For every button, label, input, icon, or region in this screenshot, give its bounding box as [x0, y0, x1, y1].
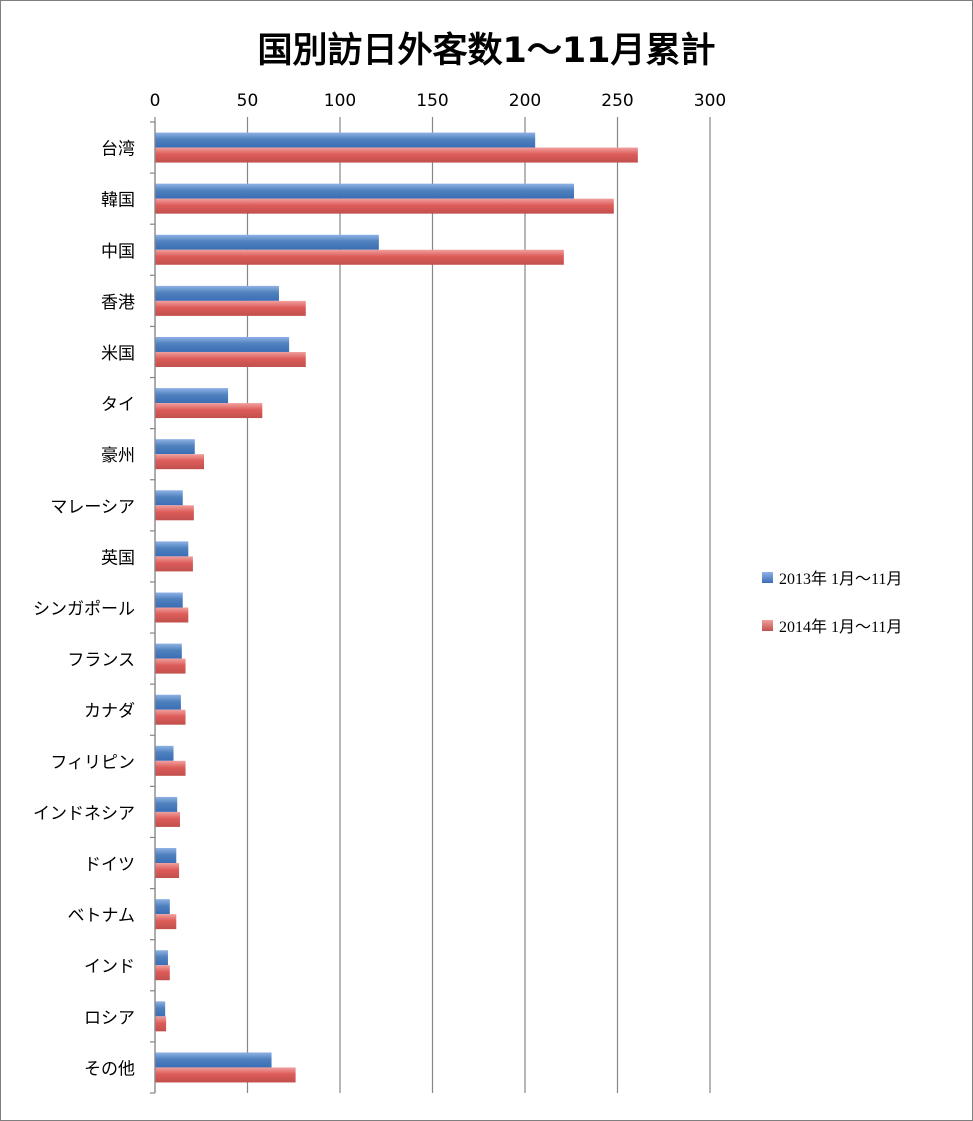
- legend: 2013年 1月～11月 2014年 1月～11月: [762, 564, 902, 660]
- bar-2013-10: [155, 643, 182, 659]
- category-label: フランス: [67, 651, 135, 671]
- bar-2013-2: [155, 234, 379, 250]
- x-tick-label-100: 100: [324, 91, 356, 111]
- bar-2014-5: [155, 403, 263, 419]
- bar-2013-11: [155, 694, 181, 710]
- bar-2013-8: [155, 541, 189, 557]
- bar-2014-14: [155, 863, 180, 879]
- bar-2014-16: [155, 965, 170, 981]
- bar-2014-18: [155, 1067, 296, 1083]
- bar-2013-9: [155, 592, 183, 608]
- bar-2013-16: [155, 950, 168, 966]
- category-label: 香港: [101, 293, 135, 313]
- category-label: 韓国: [101, 191, 135, 211]
- chart-title: 国別訪日外客数1～11月累計: [257, 31, 716, 71]
- legend-item-2014: 2014年 1月～11月: [762, 612, 902, 638]
- bar-2014-11: [155, 709, 186, 725]
- bar-2013-12: [155, 745, 174, 761]
- bar-2013-15: [155, 899, 170, 915]
- bar-2013-3: [155, 285, 279, 301]
- bar-2014-15: [155, 914, 177, 930]
- bar-2013-13: [155, 796, 178, 812]
- bar-2014-2: [155, 249, 564, 265]
- legend-swatch-2014: [762, 619, 773, 631]
- bar-2013-17: [155, 1001, 166, 1017]
- category-label: 中国: [101, 242, 135, 262]
- bar-2014-17: [155, 1016, 167, 1032]
- bar-2013-7: [155, 490, 183, 506]
- category-label: インドネシア: [33, 804, 135, 824]
- bar-2014-12: [155, 760, 186, 776]
- category-label: 台湾: [101, 140, 135, 160]
- x-tick-label-150: 150: [416, 91, 448, 111]
- legend-item-2013: 2013年 1月～11月: [762, 564, 902, 590]
- x-tick-label-50: 50: [237, 91, 259, 111]
- category-label: 米国: [101, 344, 135, 364]
- bar-2014-8: [155, 556, 193, 572]
- bar-2014-7: [155, 505, 194, 521]
- bar-2014-13: [155, 811, 180, 827]
- bar-2014-10: [155, 658, 186, 674]
- legend-label-2014: 2014年 1月～11月: [779, 619, 903, 636]
- x-tick-label-250: 250: [601, 91, 633, 111]
- bar-2014-6: [155, 454, 205, 470]
- category-label: マレーシア: [50, 497, 135, 517]
- legend-swatch-2013: [762, 571, 773, 583]
- bar-2014-9: [155, 607, 189, 623]
- bar-2014-1: [155, 198, 614, 214]
- category-label: その他: [84, 1059, 135, 1079]
- category-label: カナダ: [84, 702, 135, 722]
- bar-2014-4: [155, 351, 306, 367]
- category-label: 豪州: [101, 445, 135, 466]
- bar-2013-14: [155, 848, 177, 864]
- category-label: ドイツ: [84, 855, 135, 875]
- category-label: ベトナム: [68, 906, 136, 926]
- bar-2013-4: [155, 336, 290, 352]
- x-tick-label-300: 300: [694, 91, 726, 111]
- category-label: 英国: [101, 548, 135, 568]
- category-label: インド: [84, 957, 135, 977]
- bar-2013-5: [155, 388, 229, 404]
- category-label: フィリピン: [50, 753, 135, 773]
- x-tick-label-0: 0: [150, 91, 161, 111]
- bar-2013-0: [155, 132, 536, 148]
- bar-2014-0: [155, 147, 638, 163]
- bar-2013-6: [155, 439, 195, 455]
- x-tick-label-200: 200: [509, 91, 541, 111]
- bar-2014-3: [155, 300, 306, 316]
- legend-label-2013: 2013年 1月～11月: [779, 571, 903, 588]
- bar-2013-1: [155, 183, 575, 199]
- bar-2013-18: [155, 1052, 272, 1068]
- category-label: タイ: [101, 395, 135, 415]
- category-label: ロシア: [84, 1008, 135, 1028]
- category-label: シンガポール: [33, 600, 135, 620]
